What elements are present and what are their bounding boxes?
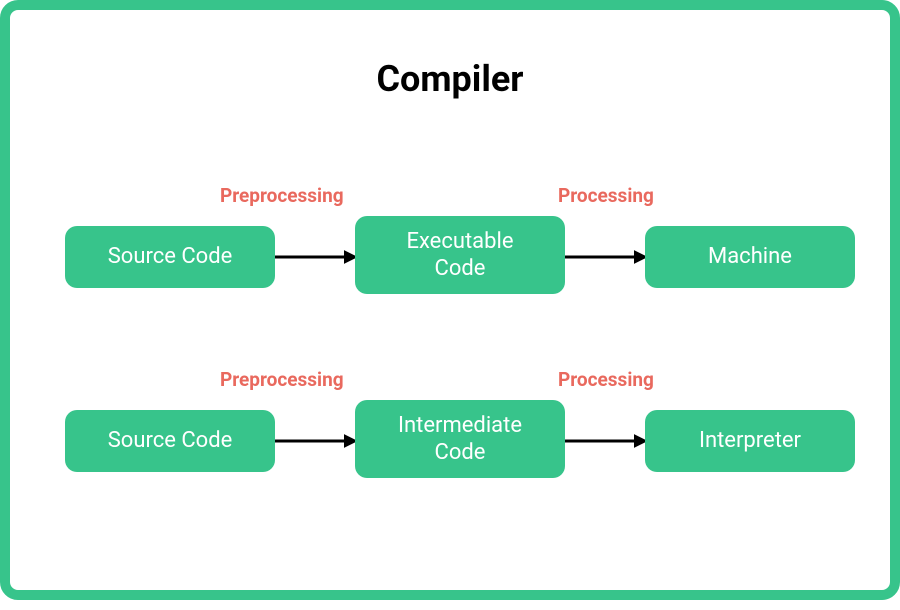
node-n1: Source Code <box>65 226 275 288</box>
node-n3: Machine <box>645 226 855 288</box>
node-n2: ExecutableCode <box>355 216 565 294</box>
edge-label-n4-n5: Preprocessing <box>220 368 344 391</box>
node-n5: IntermediateCode <box>355 400 565 478</box>
edge-label-n5-n6: Processing <box>558 368 654 391</box>
edge-label-n2-n3: Processing <box>558 184 654 207</box>
arrows-layer <box>10 10 900 610</box>
node-n4: Source Code <box>65 410 275 472</box>
diagram-title: Compiler <box>10 58 890 100</box>
diagram-frame: Compiler Source Code ExecutableCode Machin… <box>0 0 900 600</box>
node-n6: Interpreter <box>645 410 855 472</box>
edge-label-n1-n2: Preprocessing <box>220 184 344 207</box>
